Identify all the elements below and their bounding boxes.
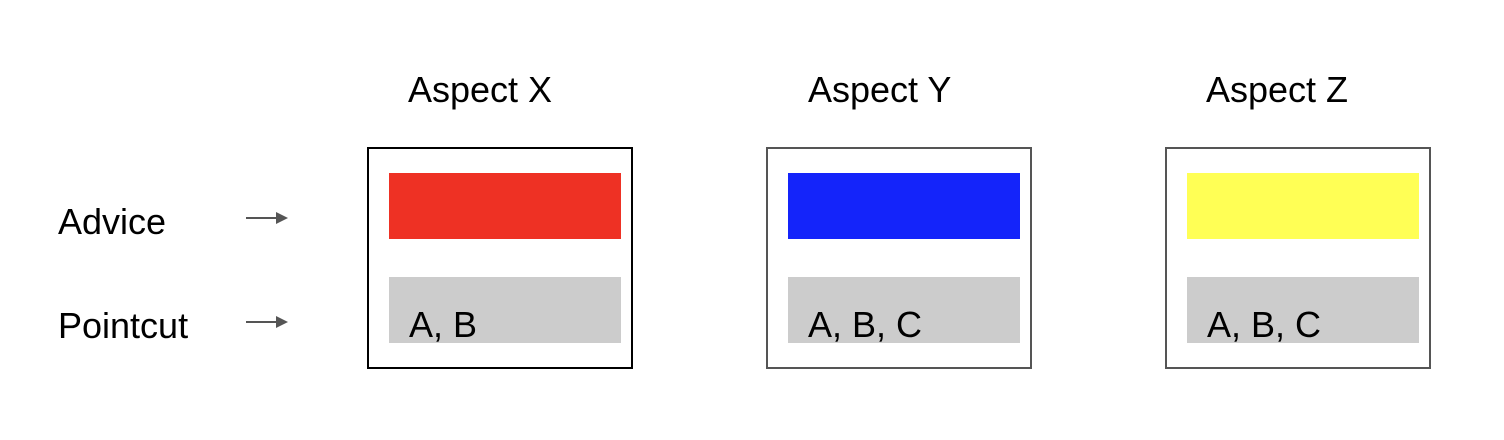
aspect-z-title: Aspect Z [1206, 69, 1349, 110]
aspect-z-pointcut-bar: A, B, C [1187, 277, 1419, 345]
advice-arrow-icon [246, 212, 288, 224]
aspect-z-box: A, B, C [1165, 147, 1431, 369]
aspect-y-title: Aspect Y [808, 69, 952, 110]
aspect-z-pointcut-text: A, B, C [1207, 304, 1322, 345]
aspect-y-pointcut-bar: A, B, C [788, 277, 1020, 345]
aspect-y-pointcut-text: A, B, C [808, 304, 923, 345]
aspect-z-advice-bar [1187, 173, 1419, 239]
aspect-x-box: A, B [367, 147, 633, 369]
aspect-x-pointcut-bar: A, B [389, 277, 621, 345]
aspect-y-box: A, B, C [766, 147, 1032, 369]
pointcut-row-label: Pointcut [58, 305, 189, 346]
aspect-y-advice-bar [788, 173, 1020, 239]
aspect-x-pointcut-text: A, B [409, 304, 478, 345]
aspect-x-title: Aspect X [408, 69, 553, 110]
pointcut-arrow-icon [246, 316, 288, 328]
aspect-x-advice-bar [389, 173, 621, 239]
advice-row-label: Advice [58, 201, 167, 242]
